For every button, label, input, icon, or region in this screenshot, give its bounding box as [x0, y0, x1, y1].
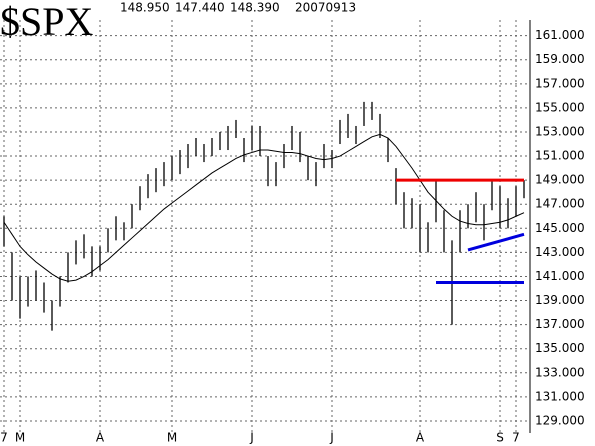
- y-tick-label: 157.000: [535, 76, 585, 90]
- quote-low: 148.390: [230, 1, 280, 15]
- y-tick-label: 139.000: [535, 293, 585, 307]
- x-tick-label: A: [96, 431, 105, 445]
- y-tick-label: 145.000: [535, 221, 585, 235]
- y-tick-label: 155.000: [535, 100, 585, 114]
- y-tick-label: 135.000: [535, 341, 585, 355]
- y-tick-label: 129.000: [535, 413, 585, 427]
- y-tick-label: 149.000: [535, 173, 585, 187]
- y-tick-label: 153.000: [535, 124, 585, 138]
- y-tick-label: 133.000: [535, 365, 585, 379]
- x-tick-label: S: [496, 431, 504, 445]
- chart-title: $SPX: [0, 0, 93, 44]
- y-tick-label: 141.000: [535, 269, 585, 283]
- y-tick-label: 161.000: [535, 28, 585, 42]
- y-tick-label: 137.000: [535, 317, 585, 331]
- x-tick-label: 7: [0, 431, 8, 445]
- x-tick-label: J: [249, 431, 254, 445]
- y-tick-label: 159.000: [535, 52, 585, 66]
- y-tick-label: 151.000: [535, 149, 585, 163]
- x-tick-label: M: [167, 431, 177, 445]
- x-tick-label: 7: [512, 431, 520, 445]
- x-tick-label: J: [329, 431, 334, 445]
- x-tick-label: M: [15, 431, 25, 445]
- moving-average: [3, 133, 525, 282]
- trend-line: [467, 232, 525, 252]
- quote-date: 20070913: [295, 1, 356, 15]
- y-tick-label: 147.000: [535, 197, 585, 211]
- quote-open: 148.950: [120, 1, 170, 15]
- y-tick-label: 131.000: [535, 389, 585, 403]
- quote-high: 147.440: [175, 1, 225, 15]
- y-tick-label: 143.000: [535, 245, 585, 259]
- x-tick-label: A: [416, 431, 425, 445]
